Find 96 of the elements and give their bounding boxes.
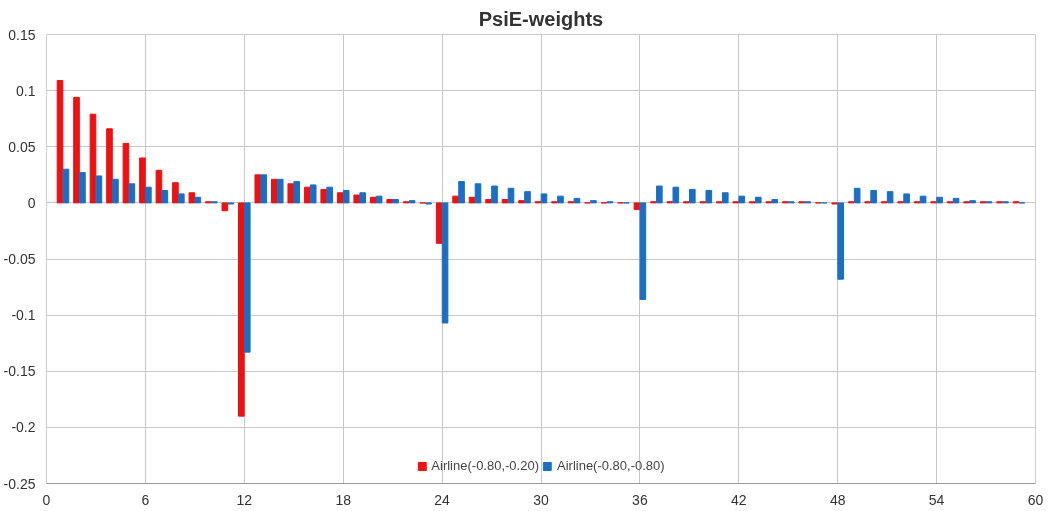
bar <box>903 193 910 204</box>
y-tick-label: 0.1 <box>16 82 36 99</box>
bar <box>468 196 476 204</box>
x-tick-label: 6 <box>141 491 150 508</box>
bar <box>738 195 746 204</box>
bar <box>238 202 245 417</box>
bar <box>326 186 333 204</box>
y-tick-label: -0.25 <box>3 475 36 492</box>
bar <box>452 195 459 204</box>
bar <box>870 190 877 204</box>
y-tick-label: -0.05 <box>3 251 36 267</box>
bar <box>721 192 729 204</box>
bar <box>633 202 641 211</box>
bar <box>501 199 509 204</box>
bar <box>276 178 284 204</box>
bar <box>936 196 943 204</box>
bar <box>320 188 328 204</box>
bar <box>969 200 976 204</box>
bar <box>336 192 344 204</box>
bar <box>342 190 350 204</box>
bar <box>441 202 449 324</box>
bar <box>705 190 713 204</box>
x-tick-label: 18 <box>335 491 352 508</box>
bar <box>518 200 525 204</box>
bar <box>194 196 202 204</box>
bar <box>458 181 465 204</box>
bar <box>106 128 113 204</box>
y-tick-label: -0.2 <box>11 419 36 436</box>
bar <box>672 186 680 204</box>
chart-title: PsiE-weights <box>478 7 604 30</box>
x-tick-label: 12 <box>236 491 253 508</box>
bar <box>155 169 163 204</box>
bar <box>112 178 119 204</box>
bar <box>689 188 696 204</box>
bar <box>353 194 361 204</box>
bar <box>754 196 762 204</box>
bar <box>369 196 377 204</box>
bar <box>491 185 498 204</box>
bar <box>639 202 647 300</box>
bar <box>309 184 317 204</box>
bar <box>270 178 278 204</box>
x-tick-label: 36 <box>632 491 648 508</box>
bar <box>408 200 416 204</box>
bar <box>435 202 443 244</box>
bar <box>254 174 262 204</box>
x-tick-label: 60 <box>1027 491 1044 508</box>
bar <box>188 192 196 204</box>
x-tick-label: 54 <box>928 491 945 508</box>
bar <box>919 195 927 204</box>
legend-label: Airline(-0.80,-0.80) <box>557 458 665 473</box>
bar <box>359 192 366 204</box>
bar <box>375 195 383 204</box>
y-tick-label: -0.1 <box>11 307 36 324</box>
x-tick-label: 24 <box>434 491 451 508</box>
legend-label: Airline(-0.80,-0.20) <box>431 458 539 473</box>
x-tick-label: 42 <box>731 491 747 508</box>
x-tick-label: 48 <box>829 491 846 508</box>
bar <box>573 197 581 204</box>
bar <box>303 186 311 204</box>
bar <box>485 199 492 204</box>
bar <box>128 183 136 204</box>
bar <box>886 191 894 204</box>
bar <box>386 199 393 204</box>
bar <box>507 187 515 204</box>
bar <box>172 182 179 204</box>
bar <box>474 183 482 204</box>
bar <box>62 168 70 204</box>
bar <box>95 175 103 204</box>
bar <box>178 193 185 204</box>
bar <box>952 197 960 204</box>
bar <box>557 195 564 204</box>
bar <box>79 172 86 204</box>
bar <box>293 181 301 204</box>
bar <box>221 202 229 212</box>
x-tick-label: 0 <box>42 491 51 508</box>
bar <box>145 186 152 204</box>
y-tick-label: 0.05 <box>8 138 36 155</box>
bar <box>524 191 531 204</box>
y-tick-label: 0.15 <box>8 26 36 43</box>
bar <box>287 183 295 204</box>
bar <box>656 185 663 204</box>
bar <box>771 199 779 204</box>
bar <box>139 157 146 204</box>
bar <box>392 199 399 204</box>
bar <box>161 190 169 204</box>
bar <box>590 200 597 204</box>
bar <box>853 187 861 204</box>
y-tick-label: 0 <box>27 194 36 211</box>
y-tick-label: -0.15 <box>3 363 36 380</box>
bar <box>837 202 844 280</box>
bar <box>73 96 80 204</box>
bar <box>243 202 251 353</box>
bar <box>260 174 268 204</box>
bar <box>540 193 548 204</box>
x-tick-label: 30 <box>533 491 549 508</box>
bar <box>122 142 130 204</box>
